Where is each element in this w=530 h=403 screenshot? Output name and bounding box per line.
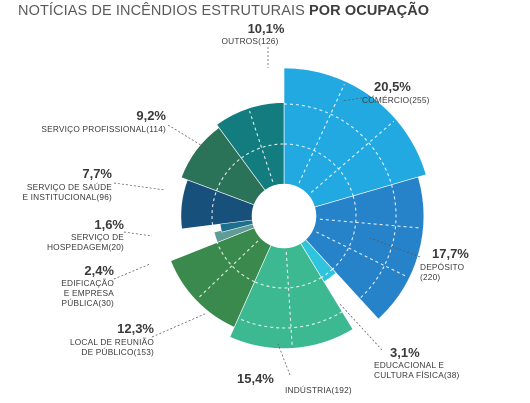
- label-percent-outros: 10,1%: [248, 21, 285, 36]
- label-name-educacional-e-cultura-fisica: CULTURA FÍSICA(38): [374, 370, 460, 380]
- label-name-servico-de-saude-e-institucional: SERVIÇO DE SAÚDE: [27, 182, 112, 192]
- label-percent-servico-de-saude-e-institucional: 7,7%: [82, 166, 112, 181]
- dash-divider-local-de-reuniao-de-publico: [197, 240, 259, 299]
- dash-arc-inner-servico-profissional: [216, 157, 242, 191]
- leader-local-de-reuniao-de-publico: [151, 312, 208, 338]
- label-percent-comercio: 20,5%: [374, 79, 411, 94]
- label-percent-deposito: 17,7%: [432, 246, 469, 261]
- chart-center-hole: [252, 184, 316, 248]
- chart-title: NOTÍCIAS DE INCÊNDIOS ESTRUTURAIS POR OC…: [18, 3, 429, 19]
- dash-arc-inner-edificacao-e-empresa-publica: [213, 232, 218, 243]
- label-percent-servico-de-hospedagem: 1,6%: [94, 217, 124, 232]
- dash-divider-deposito: [319, 218, 421, 229]
- leader-servico-profissional: [167, 124, 210, 151]
- dash-arc-inner-educacional-e-cultura-fisica: [321, 268, 333, 278]
- dash-arc-inner-servico-de-saude-e-institucional: [211, 190, 218, 226]
- chart-leader-lines: [113, 47, 421, 376]
- chart-wedges: [170, 67, 427, 349]
- leader-edificacao-e-empresa-publica: [113, 263, 151, 280]
- center-circle: [252, 184, 316, 248]
- chart-title-main: NOTÍCIAS DE INCÊNDIOS ESTRUTURAIS: [18, 3, 310, 19]
- label-percent-industria: 15,4%: [237, 371, 274, 386]
- label-name-outros: OUTROS(126): [221, 36, 278, 46]
- dash-arc-inner-outros: [240, 143, 285, 159]
- label-name-edificacao-e-empresa-publica: E EMPRESA: [64, 288, 114, 298]
- label-name-servico-profissional: SERVIÇO PROFISSIONAL(114): [41, 124, 166, 134]
- label-name-local-de-reuniao-de-publico: DE PÚBLICO(153): [81, 347, 154, 357]
- leader-comercio: [341, 95, 375, 102]
- dash-arc-inner-local-de-reuniao-de-publico: [216, 242, 255, 283]
- label-name-edificacao-e-empresa-publica: EDIFICAÇÃO: [61, 278, 114, 288]
- dash-divider-outros: [249, 110, 274, 182]
- dash-arc-outer-comercio: [283, 103, 393, 185]
- label-name-educacional-e-cultura-fisica: EDUCACIONAL E: [374, 360, 444, 370]
- label-name-industria: INDÚSTRIA(192): [285, 385, 352, 395]
- dash-divider-deposito: [316, 231, 407, 278]
- label-name-edificacao-e-empresa-publica: PÚBLICA(30): [62, 298, 114, 308]
- label-name-servico-de-saude-e-institucional: E INSTITUCIONAL(96): [22, 192, 112, 202]
- label-name-servico-de-hospedagem: HOSPEDAGEM(20): [47, 242, 124, 252]
- label-name-deposito: DEPÓSITO: [420, 262, 465, 272]
- label-percent-edificacao-e-empresa-publica: 2,4%: [84, 263, 114, 278]
- leader-deposito: [369, 237, 421, 258]
- label-percent-servico-profissional: 9,2%: [136, 108, 166, 123]
- dash-arc-inner-deposito: [332, 195, 357, 270]
- label-name-local-de-reuniao-de-publico: LOCAL DE REUNIÃO: [70, 337, 154, 347]
- label-percent-educacional-e-cultura-fisica: 3,1%: [390, 345, 420, 360]
- chart-title-bold: POR OCUPAÇÃO: [309, 3, 430, 19]
- leader-servico-de-saude-e-institucional: [113, 182, 166, 191]
- leader-industria: [277, 343, 291, 376]
- dash-arc-outer-industria: [238, 311, 343, 329]
- label-name-comercio: COMÉRCIO(255): [362, 95, 430, 105]
- leader-servico-de-hospedagem: [123, 231, 153, 237]
- dash-divider-comercio: [310, 120, 395, 193]
- label-name-servico-de-hospedagem: SERVIÇO DE: [71, 232, 124, 242]
- dash-arc-outer-deposito: [359, 184, 397, 300]
- label-percent-local-de-reuniao-de-publico: 12,3%: [117, 321, 154, 336]
- dash-divider-comercio: [298, 83, 345, 184]
- label-name-deposito: (220): [420, 272, 440, 282]
- chart-labels: 20,5%COMÉRCIO(255) 17,7%DEPÓSITO(220) 3,1%…: [22, 21, 469, 395]
- chart-dashed-guides: [197, 83, 421, 346]
- dash-arc-inner-industria: [254, 277, 322, 289]
